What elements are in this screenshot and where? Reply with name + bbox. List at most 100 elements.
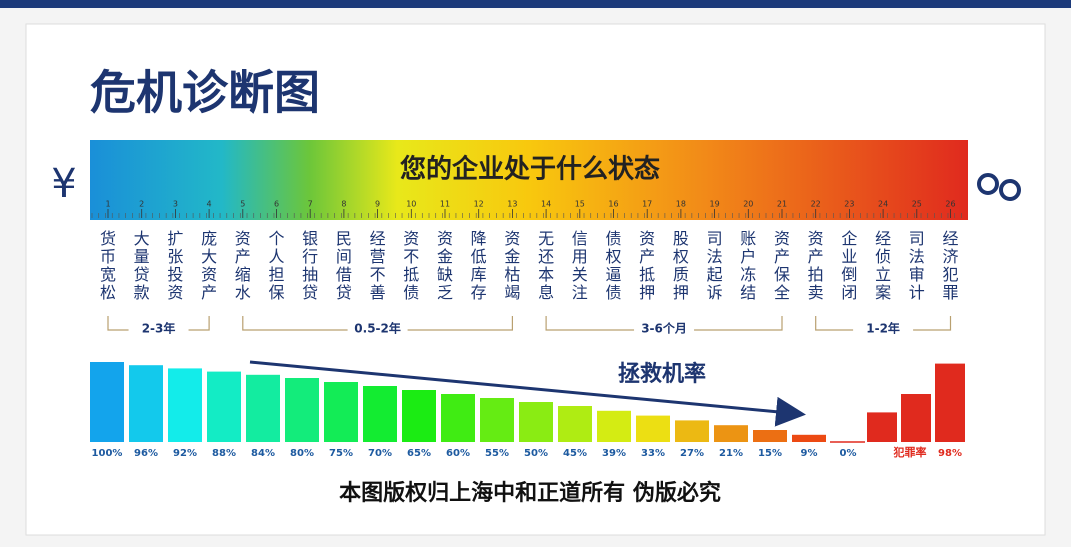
- ruler-number: 11: [440, 200, 450, 209]
- ruler-number: 15: [575, 200, 585, 209]
- ruler-number: 6: [274, 200, 279, 209]
- ruler-number: 2: [139, 200, 144, 209]
- stage: 司法起诉: [706, 229, 723, 302]
- stage: 资不抵债: [403, 229, 420, 302]
- crime-bar: [901, 394, 931, 442]
- stage: 银行抽贷: [302, 229, 319, 302]
- ruler-number: 12: [474, 200, 484, 209]
- ruler-number: 14: [541, 200, 551, 209]
- crime-bar: [867, 412, 897, 442]
- rescue-bar: [558, 406, 592, 442]
- ruler-number: 19: [710, 200, 720, 209]
- rescue-bar: [714, 425, 748, 442]
- rescue-value: 50%: [524, 448, 548, 459]
- title: 危机诊断图: [90, 66, 320, 120]
- ruler-number: 9: [375, 200, 380, 209]
- stage: 企业倒闭: [841, 229, 858, 302]
- period-label: 2-3年: [142, 321, 176, 336]
- currency: ¥: [51, 161, 76, 207]
- rescue-value: 92%: [173, 448, 197, 459]
- rescue-value: 39%: [602, 448, 626, 459]
- ruler-number: 3: [173, 200, 178, 209]
- handcuffs: [977, 173, 1021, 201]
- ruler-number: 10: [406, 200, 416, 209]
- period-bg: [347, 320, 408, 340]
- rescue-bar: [285, 378, 319, 442]
- stage: 庞大资产: [201, 229, 218, 302]
- stage: 经侦立案: [875, 229, 892, 302]
- ruler-number: 17: [642, 200, 652, 209]
- stage: 货币宽松: [99, 229, 116, 302]
- banner: [90, 140, 968, 220]
- card: [25, 23, 1046, 536]
- ruler-number: 24: [878, 200, 888, 209]
- stage: 债权逼债: [605, 229, 622, 302]
- rescue-bar: [519, 402, 553, 442]
- ruler-number: 18: [676, 200, 686, 209]
- stage: 司法审计: [908, 229, 925, 302]
- stage: 资金枯竭: [504, 229, 521, 302]
- rescue-value: 84%: [251, 448, 275, 459]
- ruler-number: 13: [507, 200, 517, 209]
- rescue-value: 33%: [641, 448, 665, 459]
- ruler-number: 23: [844, 200, 854, 209]
- crime-bar: [935, 363, 965, 442]
- rescue-bar: [753, 430, 787, 442]
- rescue-bar: [480, 398, 514, 442]
- rescue-value: 60%: [446, 448, 470, 459]
- stage: 资产缩水: [234, 229, 251, 302]
- rescue-value: 80%: [290, 448, 314, 459]
- rescue-bar: [675, 420, 709, 442]
- crime-label: 犯罪率: [893, 445, 927, 459]
- period-label: 1-2年: [866, 321, 900, 336]
- rescue-value: 45%: [563, 448, 587, 459]
- ruler-number: 8: [341, 200, 346, 209]
- rescue-value: 27%: [680, 448, 704, 459]
- arrow: [249, 360, 806, 427]
- period-label: 3-6个月: [641, 321, 687, 336]
- ruler-number: 1: [105, 200, 110, 209]
- ruler-number: 22: [811, 200, 821, 209]
- rescue-value: 21%: [719, 448, 743, 459]
- stage: 信用关注: [571, 229, 588, 302]
- ruler-number: 26: [945, 200, 955, 209]
- period-label: 0.5-2年: [354, 321, 401, 336]
- stage: 资产抵押: [639, 229, 656, 302]
- crime-value: 98%: [938, 448, 962, 459]
- stage: 经营不善: [369, 229, 386, 302]
- stage: 大量贷款: [133, 229, 150, 302]
- rescue-value: 15%: [758, 448, 782, 459]
- period-bg: [853, 320, 914, 340]
- footer: 本图版权归上海中和正道所有 伪版必究: [339, 480, 721, 506]
- rescue-value: 96%: [134, 448, 158, 459]
- stage: 经济犯罪: [942, 229, 959, 302]
- rescue-bar: [363, 386, 397, 442]
- rescue-bar: [207, 371, 241, 442]
- period-bg: [128, 320, 189, 340]
- rescue-bar: [636, 415, 670, 442]
- ruler-number: 5: [240, 200, 245, 209]
- ruler-number: 7: [308, 200, 313, 209]
- rescue-value: 55%: [485, 448, 509, 459]
- stage: 降低库存: [470, 229, 487, 302]
- ruler-number: 25: [912, 200, 922, 209]
- rescue-bar: [324, 382, 358, 442]
- rescue-label: 拯救机率: [618, 361, 706, 387]
- rescue-bar: [597, 410, 631, 442]
- stage: 民间借贷: [335, 229, 352, 302]
- stage: 资产保全: [773, 229, 790, 302]
- rescue-bar: [402, 390, 436, 442]
- rescue-bar: [441, 394, 475, 442]
- period-bg: [634, 320, 695, 340]
- stage: 个人担保: [268, 229, 285, 302]
- rescue-value: 0%: [840, 448, 857, 459]
- rescue-value: 70%: [368, 448, 392, 459]
- rescue-value: 100%: [92, 448, 123, 459]
- stage: 资产拍卖: [807, 229, 824, 302]
- rescue-value: 65%: [407, 448, 431, 459]
- rescue-bar: [129, 365, 163, 442]
- stage: 无还本息: [538, 229, 555, 302]
- rescue-bar: [246, 374, 280, 442]
